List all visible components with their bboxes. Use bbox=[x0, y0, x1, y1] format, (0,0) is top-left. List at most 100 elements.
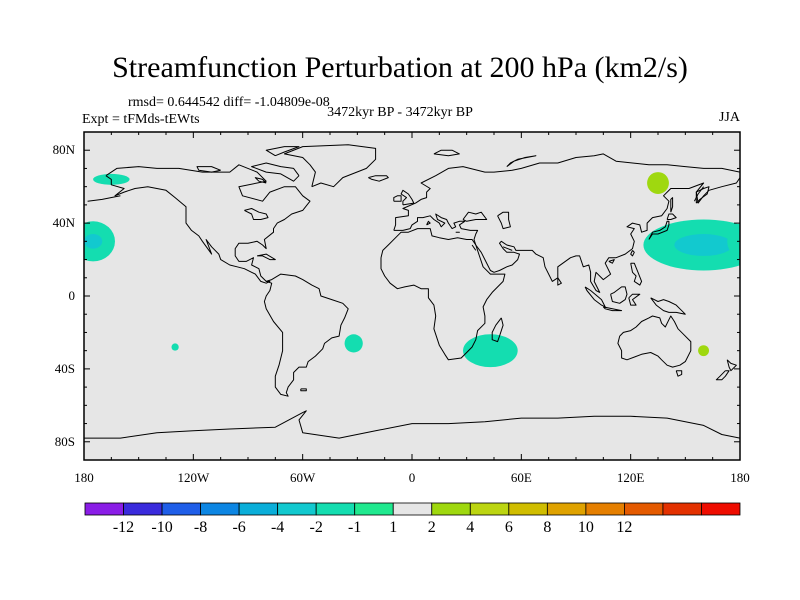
colorbar-label: -2 bbox=[309, 519, 323, 536]
coastline-new-zealand-north bbox=[726, 359, 737, 372]
colorbar-swatch bbox=[84, 502, 124, 516]
coastline-red-sea-ghost bbox=[471, 244, 477, 251]
anomaly-core-australia-tasman-sea bbox=[698, 345, 710, 357]
coastline-sicily-sardinia bbox=[426, 220, 431, 226]
anomaly-layer bbox=[84, 150, 740, 371]
coastlines bbox=[84, 144, 740, 439]
coastline-north-america bbox=[105, 164, 311, 284]
colorbar-label: -12 bbox=[112, 519, 135, 536]
coastline-cuba bbox=[257, 253, 276, 261]
colorbar-label: 1 bbox=[389, 519, 398, 536]
coastline-taiwan bbox=[630, 250, 635, 257]
colorbar-swatch bbox=[508, 502, 548, 516]
coastline-australia bbox=[617, 315, 692, 368]
x-tick-label: 180 bbox=[730, 470, 750, 485]
colorbar-swatch bbox=[238, 502, 279, 516]
coastline-hudson-bay-islands bbox=[254, 177, 267, 184]
coastline-hainan bbox=[608, 259, 615, 264]
anomaly-core-northeast-asia bbox=[647, 172, 669, 194]
colorbar-swatch bbox=[469, 502, 510, 516]
coastline-sumatra bbox=[584, 286, 606, 308]
axis-ticks bbox=[83, 131, 741, 461]
colorbar-swatch bbox=[315, 502, 356, 516]
x-tick-label: 60E bbox=[510, 470, 532, 485]
colorbar-swatch bbox=[701, 502, 741, 516]
coastline-south-america bbox=[263, 273, 349, 397]
colorbar-swatch bbox=[277, 502, 317, 516]
anomaly-core-north-pacific-east-of-japan bbox=[674, 234, 733, 256]
colorbar-label: -8 bbox=[193, 519, 208, 536]
y-tick-label: 80N bbox=[52, 142, 75, 158]
colorbar-swatch bbox=[161, 502, 201, 516]
coastline-borneo bbox=[610, 286, 628, 304]
colorbar-swatch bbox=[123, 502, 163, 516]
colorbar-swatch bbox=[354, 502, 394, 516]
colorbar-swatch bbox=[585, 502, 625, 516]
coastline-novaya-zemlya bbox=[506, 155, 537, 167]
anomaly-core-northeast-pacific bbox=[84, 234, 103, 249]
coastline-ellesmere-island bbox=[265, 146, 300, 157]
coastline-iceland bbox=[368, 175, 389, 182]
coastline-new-guinea bbox=[650, 297, 686, 315]
colorbar-swatch bbox=[624, 502, 664, 516]
coastline-hokkaido bbox=[666, 213, 677, 220]
x-tick-label: 180 bbox=[74, 470, 94, 485]
coastline-philippines bbox=[630, 262, 643, 286]
colorbar-label: 2 bbox=[427, 519, 436, 536]
x-tick-label: 0 bbox=[408, 470, 416, 485]
colorbar-label: 6 bbox=[504, 519, 513, 536]
colorbar-label: 4 bbox=[466, 519, 475, 536]
coastline-great-lakes bbox=[244, 208, 269, 220]
coastline-caspian-sea bbox=[497, 211, 511, 230]
coastline-victoria-island bbox=[196, 166, 221, 173]
x-tick-label: 120E bbox=[616, 470, 645, 485]
coastline-sakhalin bbox=[670, 197, 674, 213]
plot-title: Streamfunction Perturbation at 200 hPa (… bbox=[112, 51, 688, 84]
coastline-falklands bbox=[300, 388, 307, 392]
colorbar-label: 12 bbox=[616, 519, 633, 536]
stats-line: rmsd= 0.644542 diff= -1.04809e-08 bbox=[128, 95, 330, 110]
colorbar-label: 8 bbox=[543, 519, 552, 536]
coastline-java bbox=[602, 306, 623, 312]
x-tick-label: 60W bbox=[290, 470, 316, 485]
coastline-baffin-island bbox=[251, 162, 300, 182]
coastline-antarctica bbox=[84, 410, 740, 439]
coastline-black-sea bbox=[462, 211, 488, 222]
anomaly-south-atlantic-off-brazil bbox=[344, 334, 363, 353]
x-tick-label: 120W bbox=[177, 470, 210, 485]
y-tick-label: 40N bbox=[52, 215, 75, 231]
anomaly-southern-africa-madagascar bbox=[463, 334, 518, 368]
coastline-eurasia bbox=[393, 153, 740, 293]
coastline-kamchatka bbox=[695, 186, 710, 204]
coastline-ireland bbox=[393, 195, 402, 202]
anomaly-central-pacific-equator bbox=[91, 290, 106, 298]
season-label: JJA bbox=[718, 110, 740, 125]
coastline-aleutians bbox=[87, 195, 121, 202]
y-tick-label: 80S bbox=[54, 433, 75, 449]
colorbar-swatch bbox=[200, 502, 240, 516]
coastline-africa bbox=[380, 228, 506, 361]
colorbar bbox=[84, 502, 741, 516]
colorbar-label: -4 bbox=[270, 519, 285, 536]
coastline-sri-lanka bbox=[557, 277, 562, 286]
colorbar-swatch bbox=[662, 502, 702, 516]
coastline-madagascar bbox=[491, 317, 504, 343]
anomaly-central-north-atlantic bbox=[297, 217, 327, 236]
anomaly-east-pacific-small-patch bbox=[171, 343, 179, 351]
experiment-label: Expt = tFMds-tEWts bbox=[82, 112, 200, 127]
y-tick-label: 0 bbox=[68, 288, 76, 303]
colorbar-label: -1 bbox=[348, 519, 362, 536]
colorbar-swatch bbox=[546, 502, 587, 516]
colorbar-swatch bbox=[392, 502, 433, 516]
coastline-japan bbox=[648, 220, 670, 240]
coastline-greenland bbox=[283, 144, 377, 188]
coastline-persian-gulf-ghost bbox=[502, 246, 513, 251]
coastline-new-zealand-south bbox=[715, 370, 730, 381]
colorbar-label: 10 bbox=[577, 519, 594, 536]
colorbar-label: -10 bbox=[151, 519, 173, 536]
coastline-sulawesi bbox=[628, 293, 641, 306]
colorbar-label: -6 bbox=[232, 519, 246, 536]
coastline-british-isles bbox=[400, 189, 415, 206]
